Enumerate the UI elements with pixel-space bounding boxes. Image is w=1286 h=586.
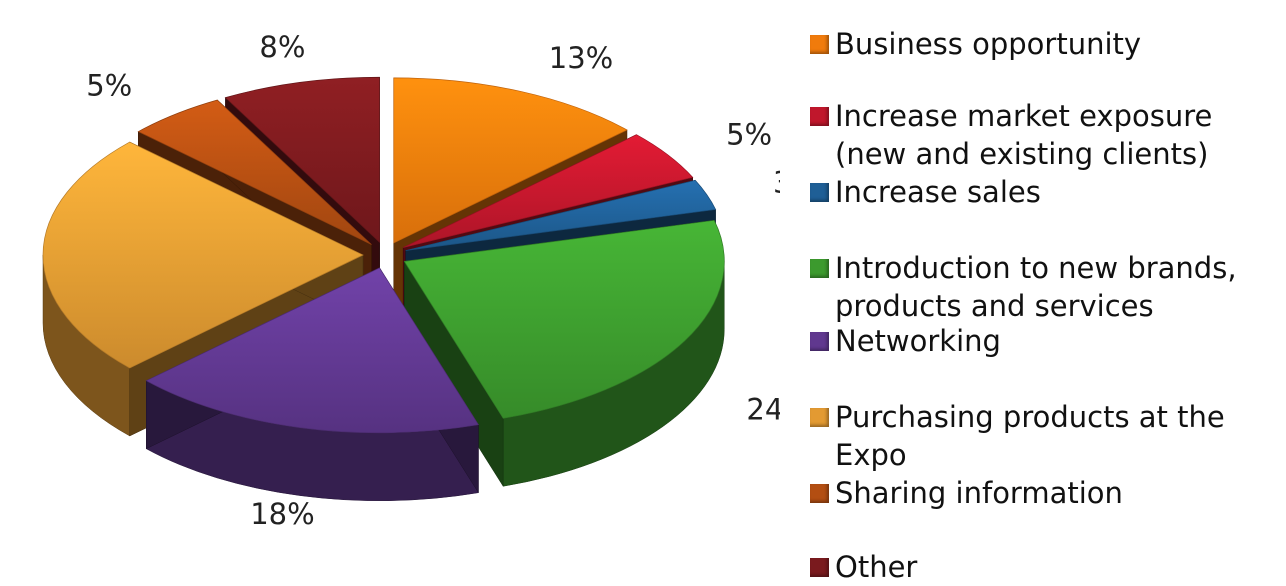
- legend-swatch: [810, 183, 829, 202]
- legend-item-other: Other: [810, 548, 917, 586]
- legend-label: Business opportunity: [835, 27, 1142, 61]
- legend-swatch: [810, 332, 829, 351]
- data-label-increase-market-exposure: 5%: [726, 117, 772, 151]
- legend-label: Increase sales: [835, 175, 1041, 209]
- data-label-other: 8%: [259, 30, 305, 64]
- legend-item-introduction-to-new-brands: Introduction to new brands, products and…: [810, 249, 1237, 325]
- legend-label: Increase market exposure (new and existi…: [835, 99, 1213, 171]
- legend-item-networking: Networking: [810, 322, 1001, 360]
- legend-swatch: [810, 558, 829, 577]
- legend-item-purchasing-products-at-the: Purchasing products at the Expo: [810, 398, 1225, 474]
- legend-item-sharing-information: Sharing information: [810, 474, 1123, 512]
- legend-swatch: [810, 484, 829, 503]
- slice-purchasing-products-at-the: [42, 141, 364, 369]
- data-label-business-opportunity: 13%: [549, 41, 613, 75]
- data-labels: 13%5%3%24%18%24%5%8%: [86, 30, 780, 531]
- slice-increase-market-exposure: [403, 134, 694, 248]
- legend-label: Sharing information: [835, 476, 1123, 510]
- pie-slices: [42, 76, 725, 434]
- legend: Business opportunity Increase market expo…: [810, 0, 1286, 584]
- legend-item-increase-market-exposure: Increase market exposure (new and existi…: [810, 97, 1212, 173]
- slice-business-opportunity: [393, 77, 628, 244]
- legend-swatch: [810, 408, 829, 427]
- legend-swatch: [810, 107, 829, 126]
- data-label-increase-sales: 3%: [773, 165, 780, 199]
- pie-chart: 13%5%3%24%18%24%5%8%: [42, 30, 780, 531]
- slice-introduction-to-new-brands: [403, 219, 725, 419]
- data-label-networking: 18%: [250, 497, 314, 531]
- slice-networking: [145, 267, 479, 434]
- slice-sharing-information: [137, 99, 372, 245]
- legend-label: Introduction to new brands, products and…: [835, 251, 1237, 323]
- legend-label: Networking: [835, 324, 1001, 358]
- slice-increase-sales: [405, 179, 717, 251]
- legend-swatch: [810, 259, 829, 278]
- legend-label: Purchasing products at the Expo: [835, 400, 1225, 472]
- slice-other: [224, 76, 380, 244]
- data-label-introduction-to-new-brands: 24%: [746, 392, 780, 426]
- legend-label: Other: [835, 550, 918, 584]
- legend-swatch: [810, 35, 829, 54]
- legend-item-business-opportunity: Business opportunity: [810, 25, 1141, 63]
- data-label-sharing-information: 5%: [86, 69, 132, 103]
- legend-item-increase-sales: Increase sales: [810, 173, 1041, 211]
